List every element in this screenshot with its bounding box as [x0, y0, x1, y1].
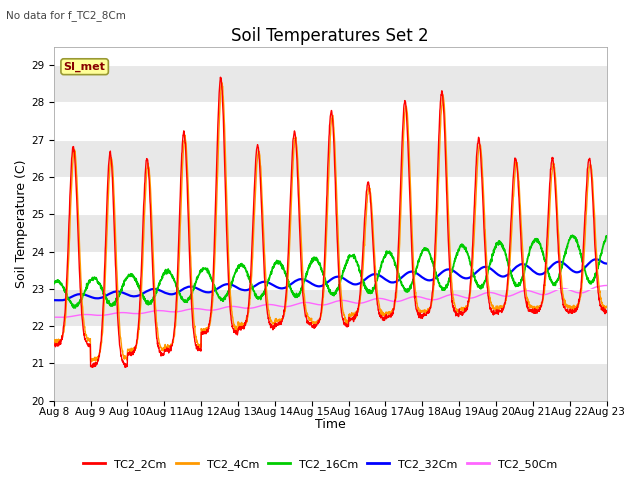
- TC2_16Cm: [50, 281, 58, 287]
- Bar: [54, 363, 607, 401]
- TC2_32Cm: [50, 297, 58, 303]
- TC2_4Cm: [218, 80, 225, 85]
- TC2_50Cm: [602, 283, 610, 288]
- TC2_16Cm: [569, 232, 577, 238]
- TC2_4Cm: [50, 337, 58, 343]
- TC2_32Cm: [554, 259, 562, 264]
- TC2_32Cm: [603, 261, 611, 266]
- TC2_4Cm: [492, 305, 499, 311]
- TC2_2Cm: [603, 310, 611, 315]
- TC2_50Cm: [50, 314, 58, 320]
- Text: SI_met: SI_met: [64, 61, 106, 72]
- Bar: [54, 252, 607, 289]
- TC2_16Cm: [358, 276, 366, 282]
- TC2_32Cm: [346, 280, 354, 286]
- TC2_4Cm: [88, 359, 95, 365]
- Bar: [54, 289, 607, 326]
- TC2_32Cm: [204, 289, 212, 295]
- Bar: [54, 177, 607, 215]
- TC2_4Cm: [347, 314, 355, 320]
- Bar: [54, 103, 607, 140]
- Title: Soil Temperatures Set 2: Soil Temperatures Set 2: [231, 27, 429, 45]
- Bar: [54, 65, 607, 103]
- TC2_50Cm: [358, 300, 366, 306]
- TC2_50Cm: [346, 299, 354, 305]
- Y-axis label: Soil Temperature (C): Soil Temperature (C): [15, 159, 28, 288]
- TC2_2Cm: [204, 328, 212, 334]
- TC2_32Cm: [592, 256, 600, 262]
- TC2_2Cm: [50, 340, 58, 346]
- TC2_2Cm: [122, 364, 129, 370]
- TC2_16Cm: [554, 277, 562, 283]
- TC2_16Cm: [570, 233, 577, 239]
- TC2_32Cm: [58, 298, 65, 303]
- TC2_16Cm: [204, 268, 212, 274]
- Line: TC2_50Cm: TC2_50Cm: [54, 286, 607, 317]
- TC2_4Cm: [554, 226, 562, 231]
- TC2_2Cm: [570, 308, 577, 313]
- TC2_32Cm: [570, 268, 577, 274]
- TC2_4Cm: [603, 303, 611, 309]
- TC2_2Cm: [358, 254, 366, 260]
- TC2_16Cm: [72, 305, 79, 311]
- TC2_4Cm: [358, 273, 366, 278]
- Line: TC2_32Cm: TC2_32Cm: [54, 259, 607, 300]
- Bar: [54, 140, 607, 177]
- TC2_4Cm: [204, 325, 212, 331]
- TC2_50Cm: [59, 314, 67, 320]
- TC2_2Cm: [554, 242, 562, 248]
- Bar: [54, 215, 607, 252]
- TC2_2Cm: [492, 310, 499, 315]
- Bar: [54, 326, 607, 363]
- TC2_50Cm: [570, 288, 577, 294]
- TC2_2Cm: [216, 74, 224, 80]
- TC2_16Cm: [346, 253, 354, 259]
- TC2_16Cm: [491, 246, 499, 252]
- Legend: TC2_2Cm, TC2_4Cm, TC2_16Cm, TC2_32Cm, TC2_50Cm: TC2_2Cm, TC2_4Cm, TC2_16Cm, TC2_32Cm, TC…: [79, 455, 561, 474]
- TC2_50Cm: [554, 287, 562, 292]
- Line: TC2_16Cm: TC2_16Cm: [54, 235, 607, 308]
- TC2_4Cm: [570, 305, 577, 311]
- TC2_50Cm: [491, 290, 499, 296]
- Text: No data for f_TC2_8Cm: No data for f_TC2_8Cm: [6, 11, 126, 22]
- TC2_2Cm: [347, 318, 355, 324]
- TC2_16Cm: [603, 233, 611, 239]
- Line: TC2_2Cm: TC2_2Cm: [54, 77, 607, 367]
- TC2_32Cm: [491, 269, 499, 275]
- TC2_32Cm: [358, 279, 366, 285]
- TC2_50Cm: [204, 307, 212, 313]
- Line: TC2_4Cm: TC2_4Cm: [54, 83, 607, 362]
- TC2_50Cm: [603, 283, 611, 288]
- X-axis label: Time: Time: [315, 419, 346, 432]
